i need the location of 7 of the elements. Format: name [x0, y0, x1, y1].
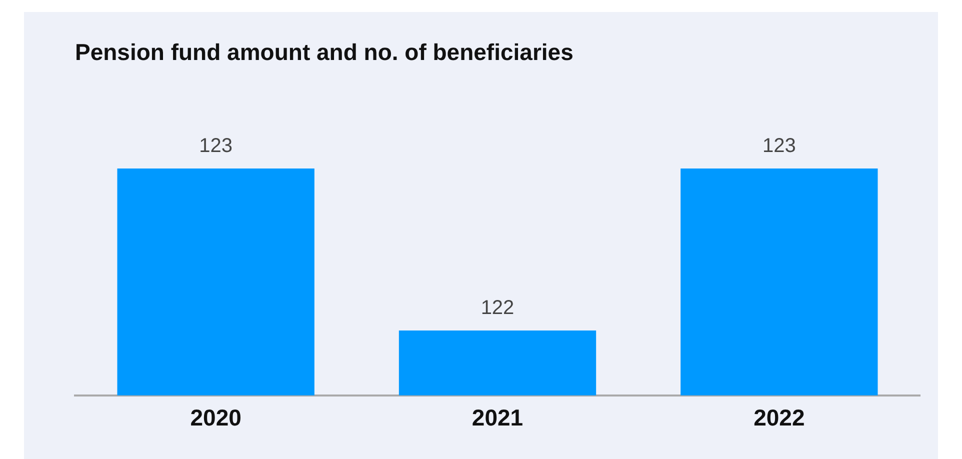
x-tick-label: 2022 — [754, 404, 805, 431]
x-tick-label: 2021 — [472, 404, 524, 431]
data-label: 122 — [480, 297, 514, 320]
x-tick-label: 2020 — [190, 404, 242, 431]
data-label: 123 — [199, 134, 233, 157]
data-label: 123 — [762, 134, 796, 157]
chart-title: Pension fund amount and no. of beneficiaries — [75, 39, 574, 66]
